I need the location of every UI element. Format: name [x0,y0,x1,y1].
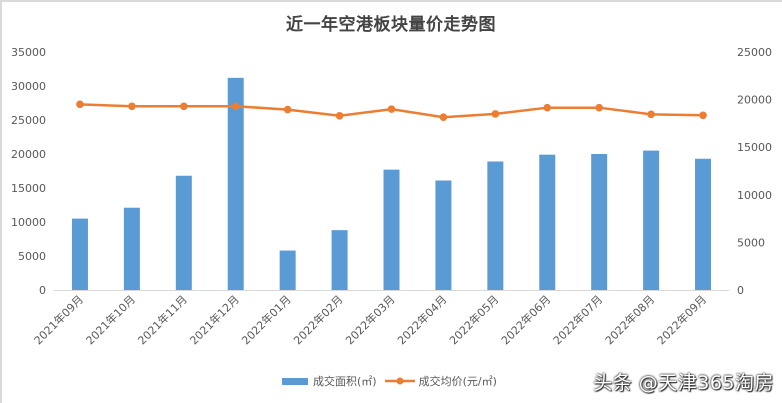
bar [643,150,660,290]
line-marker [387,105,396,113]
line-marker [543,103,552,112]
x-tick-label: 2021年09月 [31,292,86,347]
legend-label-area: 成交面积(㎡) [313,375,377,388]
legend-item-price: 成交均价(元/㎡) [384,373,497,389]
legend-item-area: 成交面积(㎡) [282,373,377,389]
x-axis-labels: 2021年09月2021年10月2021年11月2021年12月2022年01月… [31,292,709,347]
bar-swatch-icon [282,377,308,385]
right-tick-label: 20000 [737,94,772,107]
right-tick-label: 10000 [737,189,772,202]
line-marker-icon [384,377,415,385]
bar [591,154,608,290]
bar [123,207,140,290]
left-tick-label: 30000 [11,80,46,93]
bar [175,175,192,290]
line-marker [699,111,707,120]
x-tick-label: 2022年02月 [291,292,346,347]
line-marker [180,102,188,111]
left-tick-label: 0 [39,284,46,297]
right-tick-label: 0 [737,284,744,297]
legend: 成交面积(㎡) 成交均价(元/㎡) [282,373,505,389]
left-tick-label: 35000 [11,46,46,59]
line-marker [439,113,448,122]
x-tick-label: 2022年03月 [342,292,397,347]
right-tick-label: 25000 [737,46,772,59]
left-tick-label: 15000 [11,182,46,195]
bar [331,230,348,290]
bar [279,250,296,290]
line-marker [491,110,500,118]
bar [695,158,712,290]
x-tick-label: 2022年04月 [394,292,449,347]
bar [71,218,88,290]
left-tick-label: 25000 [11,114,46,127]
left-axis: 0 5000 10000 15000 20000 25000 30000 35000 [11,46,46,297]
bar [435,180,452,290]
line-marker [335,111,344,120]
line-marker [76,100,84,109]
line-marker [231,102,240,111]
line-marker [647,110,655,119]
bar [539,154,556,290]
legend-label-price: 成交均价(元/㎡) [418,375,497,388]
x-tick-label: 2022年09月 [654,292,709,347]
bar [487,161,504,290]
chart-title: 近一年空港板块量价走势图 [286,15,496,35]
watermark: 头条 @天津365淘房 [593,372,774,394]
left-tick-label: 5000 [18,250,46,263]
bar [383,169,400,290]
left-tick-label: 20000 [11,148,46,161]
line-series [76,100,707,122]
x-tick-label: 2022年05月 [446,292,501,347]
line-marker [283,105,292,114]
x-tick-label: 2022年06月 [498,292,553,347]
x-tick-label: 2021年12月 [187,292,242,347]
x-tick-label: 2022年08月 [602,292,657,347]
bar-series [71,77,712,290]
bar [227,77,244,290]
right-axis: 0 5000 10000 15000 20000 25000 [737,46,772,297]
right-tick-label: 5000 [737,236,765,249]
line-marker [128,102,136,111]
left-tick-label: 10000 [11,216,46,229]
right-tick-label: 15000 [737,141,772,154]
x-tick-label: 2021年11月 [135,292,190,347]
line-marker [595,103,603,112]
x-tick-label: 2021年10月 [83,292,138,347]
x-tick-label: 2022年01月 [239,292,294,347]
x-tick-label: 2022年07月 [550,292,605,347]
